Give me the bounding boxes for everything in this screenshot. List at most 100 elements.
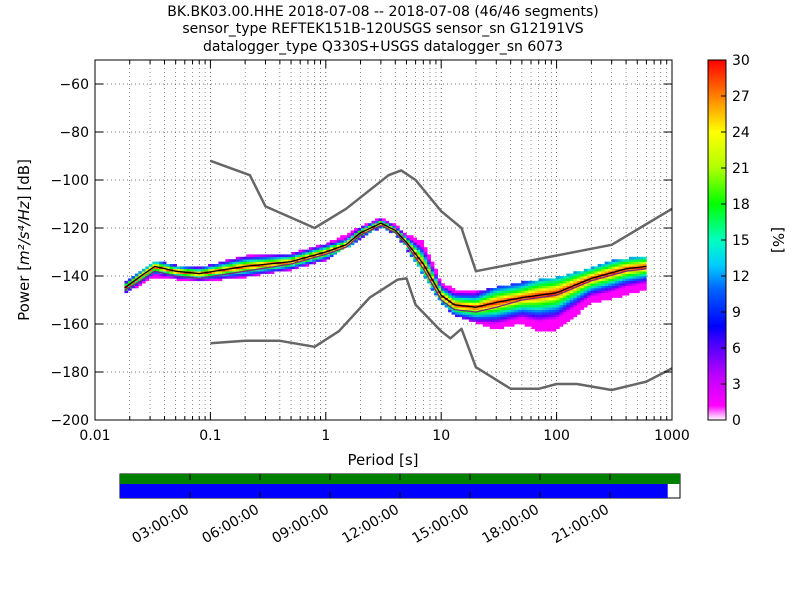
mean-line [124,224,647,313]
psd-density-cell [545,290,550,294]
psd-density-cell [228,264,233,267]
psd-density-cell [535,324,539,327]
psd-density-cell [246,271,251,274]
psd-density-cell [291,252,296,255]
psd-density-cell [430,276,435,279]
psd-density-cell [503,309,508,313]
psd-density-cell [618,273,623,277]
plot-background [95,60,672,420]
psd-density-cell [291,254,296,258]
psd-density-cell [545,285,550,289]
psd-density-cell [235,268,240,272]
psd-density-cell [528,292,532,296]
psd-density-cell [594,280,598,284]
psd-density-cell [458,302,463,306]
psd-density-cell [597,280,602,284]
psd-density-cell [253,259,257,262]
psd-density-cell [218,261,223,265]
psd-density-cell [514,314,518,318]
mode-line [124,222,647,308]
psd-density-cell [434,280,438,284]
psd-density-cell [242,259,247,262]
psd-density-cell [524,290,529,294]
psd-density-cell [580,278,585,282]
psd-density-cell [639,283,644,286]
psd-density-cell [427,261,431,265]
psd-density-cell [427,256,431,260]
psd-density-cell [420,271,425,274]
psd-density-cell [604,285,609,289]
psd-density-cell [138,283,143,286]
psd-density-cell [615,268,619,272]
psd-density-cell [503,302,508,306]
psd-density-cell [482,304,487,308]
psd-density-cell [629,259,633,262]
psd-density-cell [194,276,198,279]
psd-density-cell [180,276,184,279]
psd-density-cell [618,259,623,262]
psd-density-cell [548,309,553,313]
psd-density-cell [566,290,571,294]
psd-density-cell [542,280,546,284]
psd-density-cell [228,266,233,270]
psd-density-cell [542,307,546,310]
psd-density-cell [625,259,630,262]
x-tick-label: 1 [321,428,330,444]
psd-density-cell [500,295,505,298]
psd-density-cell [138,271,143,274]
psd-density-cell [642,271,647,274]
y-tick-label: −160 [51,317,89,333]
axis-ticks: 0.01 0.1 1 10 100 1000 −60 −80 −100 −120 −140 −160 −… [51,60,690,444]
psd-density-cell [420,244,425,248]
psd-density-cell [152,273,157,277]
x-tick-label: 1000 [654,428,690,444]
psd-density-cell [559,278,564,282]
psd-density-cell [475,307,480,310]
psd-density-cell [461,297,466,301]
psd-density-cell [569,316,574,320]
psd-density-cell [552,304,557,308]
psd-density-cell [413,237,418,241]
psd-density-cell [211,264,216,267]
psd-density-cell [566,312,571,315]
psd-density-cell [642,280,647,284]
psd-density-cell [618,285,623,289]
psd-density-cell [521,302,525,306]
psd-density-cell [461,302,466,306]
psd-density-cell [228,268,233,272]
psd-density-cell [576,312,581,315]
psd-density-cell [559,309,564,313]
psd-density-cell [632,283,637,286]
psd-density-cell [587,285,592,289]
psd-density-cell [486,292,491,296]
psd-density-cell [364,223,369,226]
psd-density-cell [253,261,257,265]
psd-density-cell [430,268,435,272]
psd-density-cell [604,295,609,298]
psd-density-cell [500,321,505,325]
psd-density-cell [472,290,477,294]
psd-density-cell [583,268,588,272]
psd-density-cell [500,316,505,320]
psd-density-cell [235,256,240,260]
psd-density-cell [635,280,640,284]
psd-density-cell [587,295,592,298]
psd-density-cell [176,266,181,270]
psd-density-cell [510,319,515,322]
psd-density-cell [221,271,226,274]
psd-density-cell [308,259,313,262]
psd-density-cell [166,276,170,279]
psd-density-cell [625,276,630,279]
psd-density-cell [538,316,543,320]
psd-density-cell [416,252,421,255]
psd-density-cell [152,261,157,265]
psd-density-cell [538,292,543,296]
psd-density-cell [635,276,640,279]
psd-density-cell [608,285,612,289]
psd-density-cell [486,312,491,315]
psd-density-cell [555,307,560,310]
psd-density-cell [510,288,515,291]
psd-density-cell [618,261,623,265]
psd-density-cell [514,304,518,308]
psd-density-cell [608,295,612,298]
